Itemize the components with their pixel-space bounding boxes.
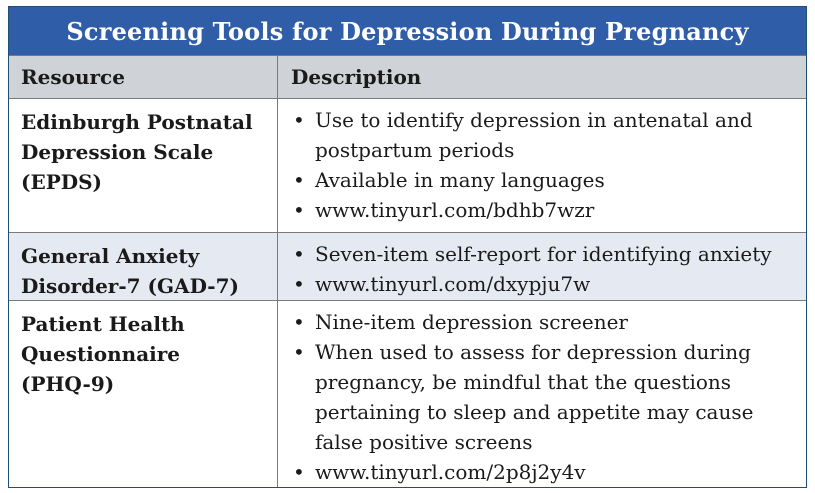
description-list: Seven-item self-report for identifying a… (287, 239, 797, 299)
header-resource: Resource (21, 65, 125, 89)
description-bullet: Seven-item self-report for identifying a… (287, 239, 797, 269)
column-divider (277, 55, 278, 487)
resource-line: Questionnaire (21, 342, 181, 366)
table-row-epds: Edinburgh Postnatal Depression Scale (EP… (9, 99, 806, 233)
description-bullet: www.tinyurl.com/dxypju7w (287, 269, 797, 299)
description-bullet: www.tinyurl.com/bdhb7wzr (287, 195, 797, 225)
description-bullet: Available in many languages (287, 165, 797, 195)
resource-line: (PHQ-9) (21, 372, 115, 396)
description-bullet: When used to assess for depression durin… (287, 337, 765, 457)
resource-name: General Anxiety Disorder-7 (GAD-7) (21, 241, 271, 301)
description-bullet: Use to identify depression in antenatal … (287, 105, 765, 165)
resource-line: Depression Scale (21, 140, 214, 164)
table-row-gad7: General Anxiety Disorder-7 (GAD-7) Seven… (9, 233, 806, 301)
table-row-phq9: Patient Health Questionnaire (PHQ-9) Nin… (9, 301, 806, 488)
resource-line: General Anxiety (21, 244, 200, 268)
resource-name: Patient Health Questionnaire (PHQ-9) (21, 309, 271, 399)
table-title: Screening Tools for Depression During Pr… (9, 7, 806, 55)
screening-tools-table: Screening Tools for Depression During Pr… (8, 6, 807, 488)
description-bullet: www.tinyurl.com/2p8j2y4v (287, 457, 797, 487)
resource-line: (EPDS) (21, 170, 102, 194)
header-description: Description (291, 65, 422, 89)
resource-line: Disorder-7 (GAD-7) (21, 274, 239, 298)
resource-name: Edinburgh Postnatal Depression Scale (EP… (21, 107, 271, 197)
description-list: Use to identify depression in antenatal … (287, 105, 797, 225)
resource-line: Edinburgh Postnatal (21, 110, 253, 134)
description-list: Nine-item depression screener When used … (287, 307, 797, 487)
resource-line: Patient Health (21, 312, 185, 336)
description-bullet: Nine-item depression screener (287, 307, 797, 337)
table-header-row: Resource Description (9, 55, 806, 99)
